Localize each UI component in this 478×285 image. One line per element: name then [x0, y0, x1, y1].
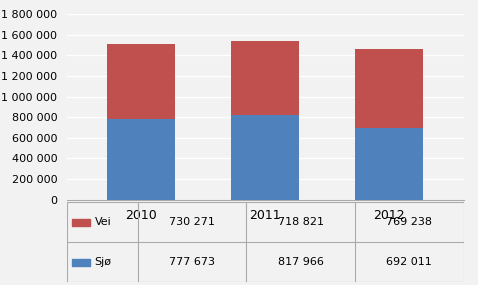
- Text: Vei: Vei: [95, 217, 111, 227]
- Bar: [231, 115, 299, 200]
- Bar: [72, 219, 90, 226]
- Text: 777 673: 777 673: [169, 257, 216, 267]
- Text: 692 011: 692 011: [386, 257, 432, 267]
- Text: 817 966: 817 966: [278, 257, 324, 267]
- Bar: [231, 41, 299, 115]
- Bar: [107, 44, 175, 119]
- Text: 730 271: 730 271: [170, 217, 215, 227]
- Bar: [355, 49, 424, 128]
- Bar: [107, 119, 175, 200]
- Text: 769 238: 769 238: [386, 217, 432, 227]
- Bar: [355, 128, 424, 200]
- Bar: [72, 258, 90, 266]
- Text: 718 821: 718 821: [278, 217, 324, 227]
- Text: Sjø: Sjø: [95, 257, 112, 267]
